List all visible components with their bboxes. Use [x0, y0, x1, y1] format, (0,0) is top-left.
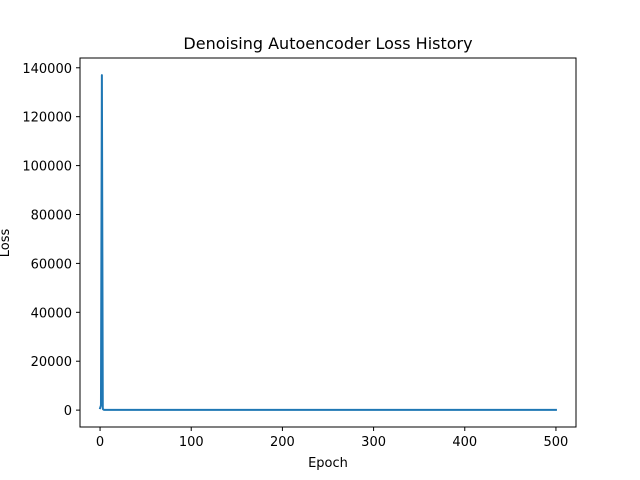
- x-tick-label: 200: [270, 435, 295, 450]
- x-tick-label: 400: [452, 435, 477, 450]
- x-axis-label: Epoch: [308, 456, 348, 471]
- y-tick-label: 40000: [31, 306, 72, 321]
- series-layer: [98, 74, 557, 411]
- plot-area: [79, 57, 577, 428]
- chart-title: Denoising Autoencoder Loss History: [183, 34, 472, 53]
- x-tick-label: 300: [361, 435, 386, 450]
- x-tick-label: 0: [96, 435, 104, 450]
- y-tick-label: 120000: [22, 111, 72, 126]
- y-tick-label: 100000: [22, 160, 72, 175]
- x-tick-label: 100: [179, 435, 204, 450]
- y-tick-label: 80000: [31, 209, 72, 224]
- y-tick-label: 60000: [31, 257, 72, 272]
- loss-series-line: [98, 74, 557, 411]
- y-axis-label: Loss: [0, 229, 13, 258]
- x-tick-label: 500: [544, 435, 569, 450]
- y-tick-label: 20000: [31, 355, 72, 370]
- y-tick-label: 0: [64, 404, 72, 419]
- x-axis-ticks: 0 100 200 300 400 500: [96, 427, 568, 450]
- y-axis-ticks: 0 20000 40000 60000 80000 100000 120000 140000: [22, 62, 80, 419]
- y-tick-label: 140000: [22, 62, 72, 77]
